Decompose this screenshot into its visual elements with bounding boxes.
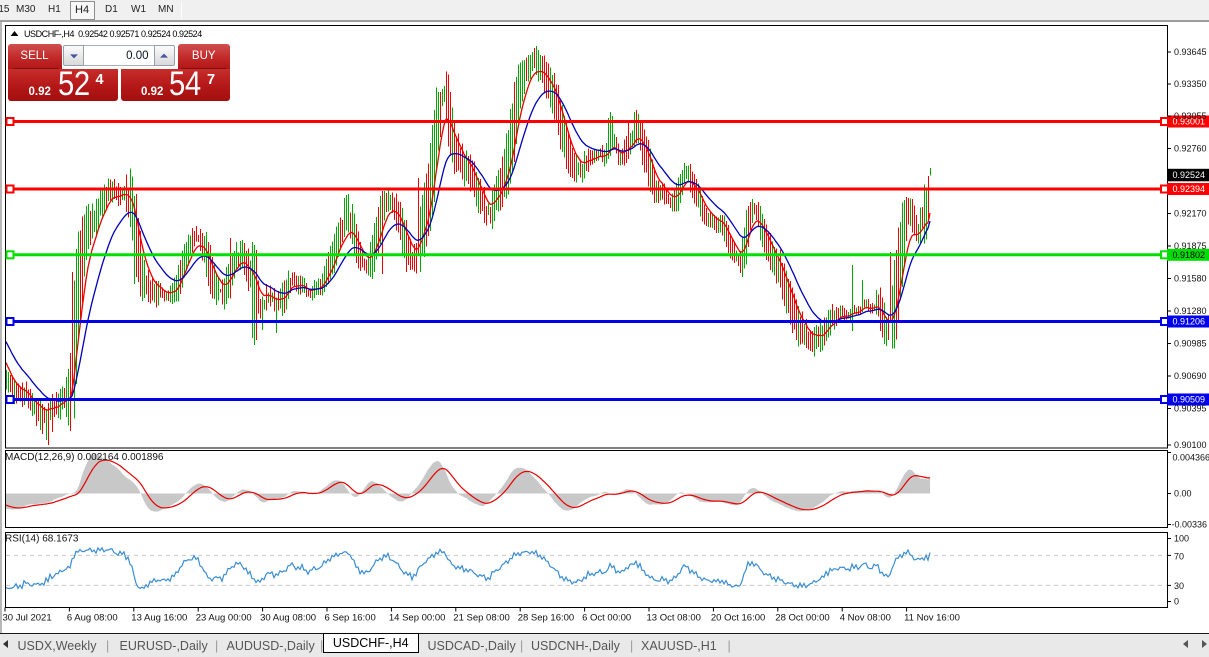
svg-text:0.91280: 0.91280 (1174, 306, 1207, 316)
svg-text:0.91875: 0.91875 (1174, 241, 1207, 251)
svg-text:0: 0 (1174, 597, 1179, 607)
svg-text:0.92170: 0.92170 (1174, 209, 1207, 219)
svg-text:13 Aug 16:00: 13 Aug 16:00 (131, 613, 187, 624)
svg-text:0.93001: 0.93001 (1173, 117, 1206, 127)
svg-text:21 Sep 08:00: 21 Sep 08:00 (453, 613, 510, 624)
svg-text:RSI(14) 68.1673: RSI(14) 68.1673 (5, 534, 79, 545)
svg-text:-0.00336: -0.00336 (1172, 520, 1208, 530)
svg-text:100: 100 (1174, 534, 1189, 544)
svg-text:23 Aug 00:00: 23 Aug 00:00 (196, 613, 252, 624)
svg-text:0.90690: 0.90690 (1174, 371, 1207, 381)
svg-text:0.91206: 0.91206 (1173, 317, 1206, 327)
svg-text:0.92524: 0.92524 (1173, 170, 1206, 180)
svg-text:20 Oct 16:00: 20 Oct 16:00 (711, 613, 765, 624)
svg-text:USDCHF-,H4 0.92542 0.92571 0.: USDCHF-,H4 0.92542 0.92571 0.92524 0.925… (24, 29, 202, 39)
svg-text:0.92760: 0.92760 (1174, 144, 1207, 154)
svg-text:0.90395: 0.90395 (1174, 404, 1207, 414)
svg-text:30 Aug 08:00: 30 Aug 08:00 (260, 613, 316, 624)
svg-text:0.90100: 0.90100 (1174, 440, 1207, 450)
svg-text:6 Oct 00:00: 6 Oct 00:00 (582, 613, 631, 624)
svg-text:14 Sep 00:00: 14 Sep 00:00 (389, 613, 446, 624)
svg-text:0.93055: 0.93055 (1174, 111, 1207, 121)
svg-text:0.92394: 0.92394 (1173, 184, 1206, 194)
svg-text:11 Nov 16:00: 11 Nov 16:00 (904, 613, 960, 624)
svg-text:0.90985: 0.90985 (1174, 339, 1207, 349)
svg-text:0.00: 0.00 (1174, 489, 1192, 499)
svg-text:0.91802: 0.91802 (1173, 250, 1206, 260)
svg-text:MACD(12,26,9) 0.002164 0.00189: MACD(12,26,9) 0.002164 0.001896 (5, 452, 164, 463)
svg-text:30: 30 (1174, 581, 1184, 591)
svg-text:0.91580: 0.91580 (1174, 274, 1207, 284)
svg-text:6 Sep 16:00: 6 Sep 16:00 (325, 613, 376, 624)
svg-text:0.004366: 0.004366 (1173, 453, 1209, 463)
svg-text:6 Aug 08:00: 6 Aug 08:00 (67, 613, 118, 624)
svg-text:28 Sep 16:00: 28 Sep 16:00 (518, 613, 575, 624)
svg-text:0.90509: 0.90509 (1173, 395, 1206, 405)
svg-text:30 Jul 2021: 30 Jul 2021 (3, 613, 52, 624)
svg-text:0.93645: 0.93645 (1174, 47, 1207, 57)
svg-text:70: 70 (1174, 552, 1184, 562)
svg-text:13 Oct 08:00: 13 Oct 08:00 (647, 613, 701, 624)
svg-text:4 Nov 08:00: 4 Nov 08:00 (840, 613, 891, 624)
svg-text:0.93350: 0.93350 (1174, 79, 1207, 89)
svg-text:28 Oct 00:00: 28 Oct 00:00 (775, 613, 829, 624)
